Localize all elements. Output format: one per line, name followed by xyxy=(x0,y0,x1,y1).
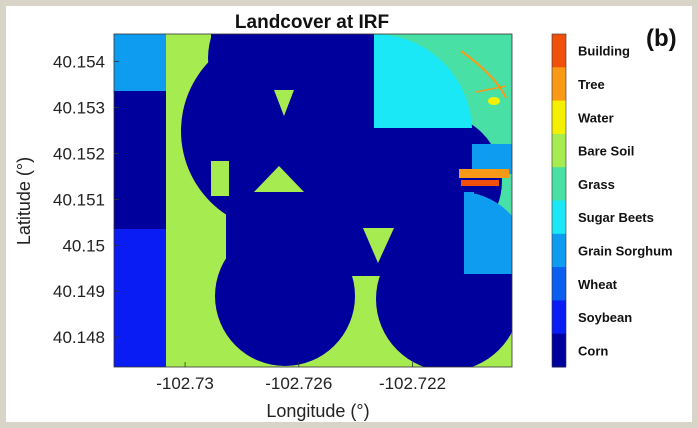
y-tick-label: 40.151 xyxy=(53,190,105,209)
y-axis: 40.154 40.153 40.152 40.151 40.15 40.149 40.14… xyxy=(53,53,119,347)
legend-label: Corn xyxy=(578,343,608,358)
chart-title: Landcover at IRF xyxy=(235,12,389,33)
legend-label: Grain Sorghum xyxy=(578,243,673,258)
legend-swatch xyxy=(552,67,566,102)
x-axis: -102.73 -102.726 -102.722 xyxy=(156,362,446,393)
legend-label: Bare Soil xyxy=(578,144,634,159)
figure-frame: Landcover at IRF (b) 40.154 40.153 40.152 4… xyxy=(6,6,692,422)
legend-swatch xyxy=(552,133,566,168)
corn-block-east xyxy=(356,126,466,226)
y-tick-label: 40.154 xyxy=(53,53,105,72)
y-tick-label: 40.15 xyxy=(62,236,105,255)
legend-label: Wheat xyxy=(578,277,618,292)
sugar-beets-field xyxy=(374,34,472,128)
water-pond xyxy=(488,97,500,105)
landcover-map: Landcover at IRF (b) 40.15440.15340.1524… xyxy=(14,12,677,421)
y-tick-label: 40.152 xyxy=(53,144,105,163)
legend-label: Water xyxy=(578,110,614,125)
legend-label: Sugar Beets xyxy=(578,210,654,225)
tree-strip-vertical xyxy=(515,44,521,92)
x-tick-label: -102.722 xyxy=(379,374,446,393)
legend-swatch xyxy=(552,300,566,335)
x-tick-label: -102.73 xyxy=(156,374,214,393)
legend-label: Grass xyxy=(578,177,615,192)
legend-swatch xyxy=(552,200,566,235)
tree-line-short xyxy=(475,85,507,93)
y-axis-label: Latitude (°) xyxy=(14,157,34,245)
legend-label: Tree xyxy=(578,77,605,92)
legend-swatch xyxy=(552,34,566,68)
x-axis-label: Longitude (°) xyxy=(266,401,369,421)
legend-swatch xyxy=(552,100,566,135)
x-tick-label: -102.726 xyxy=(265,374,332,393)
y-tick-label: 40.148 xyxy=(53,328,105,347)
tree-line-curve xyxy=(460,50,507,99)
building-strip xyxy=(461,180,499,186)
legend-swatch xyxy=(552,167,566,201)
legend-swatch xyxy=(552,233,566,268)
legend-border xyxy=(551,33,567,368)
grain-sorghum-quarter xyxy=(464,192,512,274)
corn-strip xyxy=(114,91,166,229)
grain-sorghum-edge xyxy=(464,192,474,274)
legend-swatch xyxy=(552,333,566,368)
legend-colorbar: Building Tree Water Bare Soil Grass Sugar Bee… xyxy=(551,33,673,368)
legend-label: Building xyxy=(578,44,630,59)
tree-strip-horizontal xyxy=(459,169,509,178)
bare-soil-gap-upper xyxy=(274,90,294,116)
bare-soil-gap-middle xyxy=(254,166,304,192)
bare-soil-edge-west xyxy=(211,161,229,196)
panel-label: (b) xyxy=(646,25,677,52)
y-tick-label: 40.153 xyxy=(53,98,105,117)
plot-border xyxy=(113,33,513,368)
legend-swatch xyxy=(552,267,566,301)
corn-block-north xyxy=(211,34,381,164)
legend-label: Soybean xyxy=(578,310,632,325)
bare-soil-gap-right xyxy=(363,228,394,263)
soybean-strip xyxy=(114,229,166,367)
y-tick-label: 40.149 xyxy=(53,282,105,301)
grain-sorghum-strip xyxy=(114,34,166,91)
map-area xyxy=(114,34,521,367)
